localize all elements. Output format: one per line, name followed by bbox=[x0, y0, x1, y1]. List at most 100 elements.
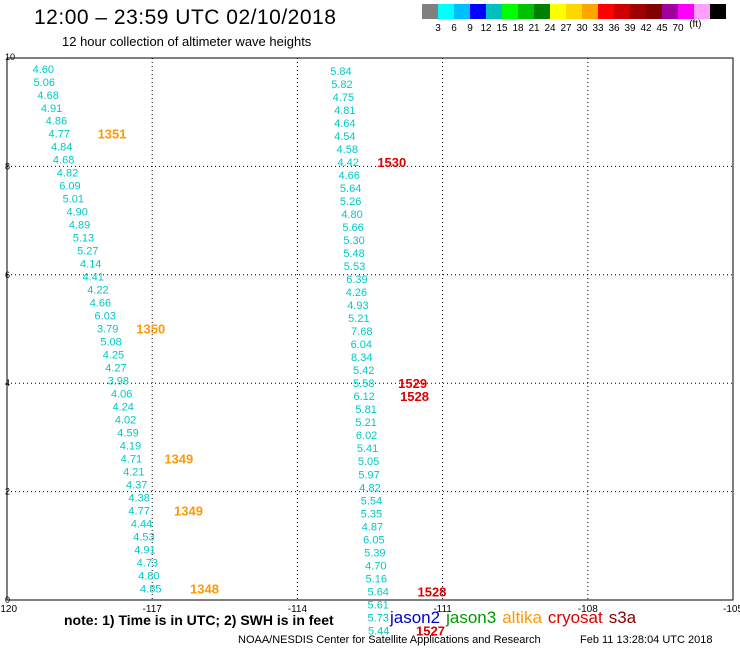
wave-height-point: 4.80 bbox=[341, 209, 362, 221]
wave-height-point: 5.73 bbox=[368, 612, 389, 624]
color-swatch bbox=[662, 4, 678, 19]
pass-time-label: 1527 bbox=[416, 623, 445, 638]
wave-height-point: 4.84 bbox=[51, 141, 72, 153]
wave-height-point: 6.05 bbox=[363, 534, 384, 546]
wave-height-point: 4.89 bbox=[69, 219, 90, 231]
pass-time-label: 1348 bbox=[190, 582, 219, 597]
color-scale-label: 9 bbox=[467, 23, 473, 34]
wave-height-point: 7.68 bbox=[351, 326, 372, 338]
note-text: note: 1) Time is in UTC; 2) SWH is in fe… bbox=[64, 612, 334, 628]
color-swatch bbox=[486, 4, 502, 19]
wave-height-point: 5.06 bbox=[34, 77, 55, 89]
x-tick-label: -108 bbox=[578, 604, 598, 615]
color-swatch bbox=[454, 4, 470, 19]
wave-height-point: 5.30 bbox=[343, 235, 364, 247]
wave-height-point: 4.82 bbox=[359, 482, 380, 494]
color-scale-label: 24 bbox=[544, 23, 556, 34]
wave-height-point: 5.35 bbox=[361, 508, 382, 520]
wave-height-point: 4.59 bbox=[117, 428, 138, 440]
wave-height-point: 4.06 bbox=[111, 388, 132, 400]
credit-text: NOAA/NESDIS Center for Satellite Applica… bbox=[238, 634, 541, 646]
wave-height-point: 6.04 bbox=[351, 339, 372, 351]
pass-time-label: 1528 bbox=[417, 584, 446, 599]
wave-height-point: 5.64 bbox=[340, 183, 361, 195]
wave-height-point: 4.75 bbox=[333, 92, 354, 104]
wave-height-point: 4.90 bbox=[66, 206, 87, 218]
wave-height-point: 4.54 bbox=[334, 131, 355, 143]
wave-height-point: 5.84 bbox=[330, 66, 351, 78]
wave-height-point: 4.66 bbox=[90, 297, 111, 309]
wave-height-point: 4.44 bbox=[131, 519, 152, 531]
wave-height-point: 5.54 bbox=[361, 495, 382, 507]
chart-title: 12:00 – 23:59 UTC 02/10/2018 bbox=[34, 6, 337, 29]
wave-height-point: 4.42 bbox=[338, 157, 359, 169]
color-swatch bbox=[470, 4, 486, 19]
color-swatch bbox=[566, 4, 582, 19]
wave-height-point: 4.19 bbox=[120, 441, 141, 453]
wave-height-point: 8.34 bbox=[351, 352, 372, 364]
color-swatch bbox=[438, 4, 454, 19]
wave-height-point: 5.97 bbox=[358, 469, 379, 481]
wave-height-point: 5.61 bbox=[368, 599, 389, 611]
color-swatch bbox=[694, 4, 710, 19]
wave-height-point: 4.73 bbox=[137, 558, 158, 570]
wave-height-point: 4.26 bbox=[346, 287, 367, 299]
color-scale-label: 33 bbox=[592, 23, 604, 34]
x-tick-label: -117 bbox=[143, 604, 163, 615]
legend-jason2: jason2 bbox=[390, 608, 441, 627]
wave-height-point: 5.26 bbox=[340, 196, 361, 208]
wave-height-point: 4.22 bbox=[87, 284, 108, 296]
wave-height-point: 4.82 bbox=[57, 167, 78, 179]
x-tick-label: -105 bbox=[723, 604, 740, 615]
wave-height-point: 4.86 bbox=[46, 115, 67, 127]
wave-height-point: 4.14 bbox=[80, 258, 101, 270]
color-scale-label: 3 bbox=[435, 23, 441, 34]
color-swatch bbox=[550, 4, 566, 19]
wave-height-point: 4.02 bbox=[115, 415, 136, 427]
pass-time-label: 1529 bbox=[398, 376, 427, 391]
color-scale-units: (ft) bbox=[689, 19, 702, 30]
wave-height-point: 4.25 bbox=[103, 349, 124, 361]
wave-height-point: 6.39 bbox=[346, 274, 367, 286]
wave-height-point: 5.58 bbox=[353, 378, 374, 390]
wave-height-point: 5.82 bbox=[331, 79, 352, 91]
pass-time-label: 1349 bbox=[164, 452, 193, 467]
wave-height-point: 6.02 bbox=[356, 430, 377, 442]
wave-height-point: 5.48 bbox=[343, 248, 364, 260]
pass-time-label: 1530 bbox=[377, 155, 406, 170]
color-swatch bbox=[598, 4, 614, 19]
color-scale-label: 21 bbox=[528, 23, 540, 34]
wave-height-point: 4.85 bbox=[140, 584, 161, 596]
wave-height-point: 5.39 bbox=[364, 547, 385, 559]
x-tick-label: -111 bbox=[433, 604, 452, 615]
wave-height-point: 4.58 bbox=[337, 144, 358, 156]
pass-time-label: 1349 bbox=[174, 504, 203, 519]
chart-subtitle: 12 hour collection of altimeter wave hei… bbox=[62, 34, 312, 49]
wave-height-point: 4.27 bbox=[105, 362, 126, 374]
satellite-legend: jason2 jason3 altika cryosat s3a bbox=[390, 608, 642, 628]
wave-height-point: 5.16 bbox=[366, 573, 387, 585]
wave-height-point: 4.77 bbox=[49, 128, 70, 140]
color-swatch bbox=[582, 4, 598, 19]
x-tick-label: -114 bbox=[288, 604, 308, 615]
wave-height-point: 4.80 bbox=[138, 571, 159, 583]
wave-height-point: 5.08 bbox=[100, 336, 121, 348]
color-swatch bbox=[614, 4, 630, 19]
color-scale-label: 42 bbox=[640, 23, 652, 34]
wave-height-point: 5.66 bbox=[342, 222, 363, 234]
x-tick-label: -120 bbox=[0, 604, 17, 615]
wave-height-point: 4.68 bbox=[53, 154, 74, 166]
wave-height-point: 4.87 bbox=[362, 521, 383, 533]
wave-height-point: 4.38 bbox=[128, 493, 149, 505]
wave-height-point: 4.77 bbox=[128, 506, 149, 518]
wave-height-point: 5.27 bbox=[77, 245, 98, 257]
color-scale-label: 39 bbox=[624, 23, 636, 34]
color-swatch bbox=[518, 4, 534, 19]
color-scale-label: 45 bbox=[656, 23, 668, 34]
wave-height-point: 4.41 bbox=[82, 271, 103, 283]
y-tick-label: 2 bbox=[5, 487, 10, 497]
wave-height-point: 6.03 bbox=[95, 310, 116, 322]
color-swatch bbox=[422, 4, 438, 19]
color-scale-label: 15 bbox=[496, 23, 508, 34]
